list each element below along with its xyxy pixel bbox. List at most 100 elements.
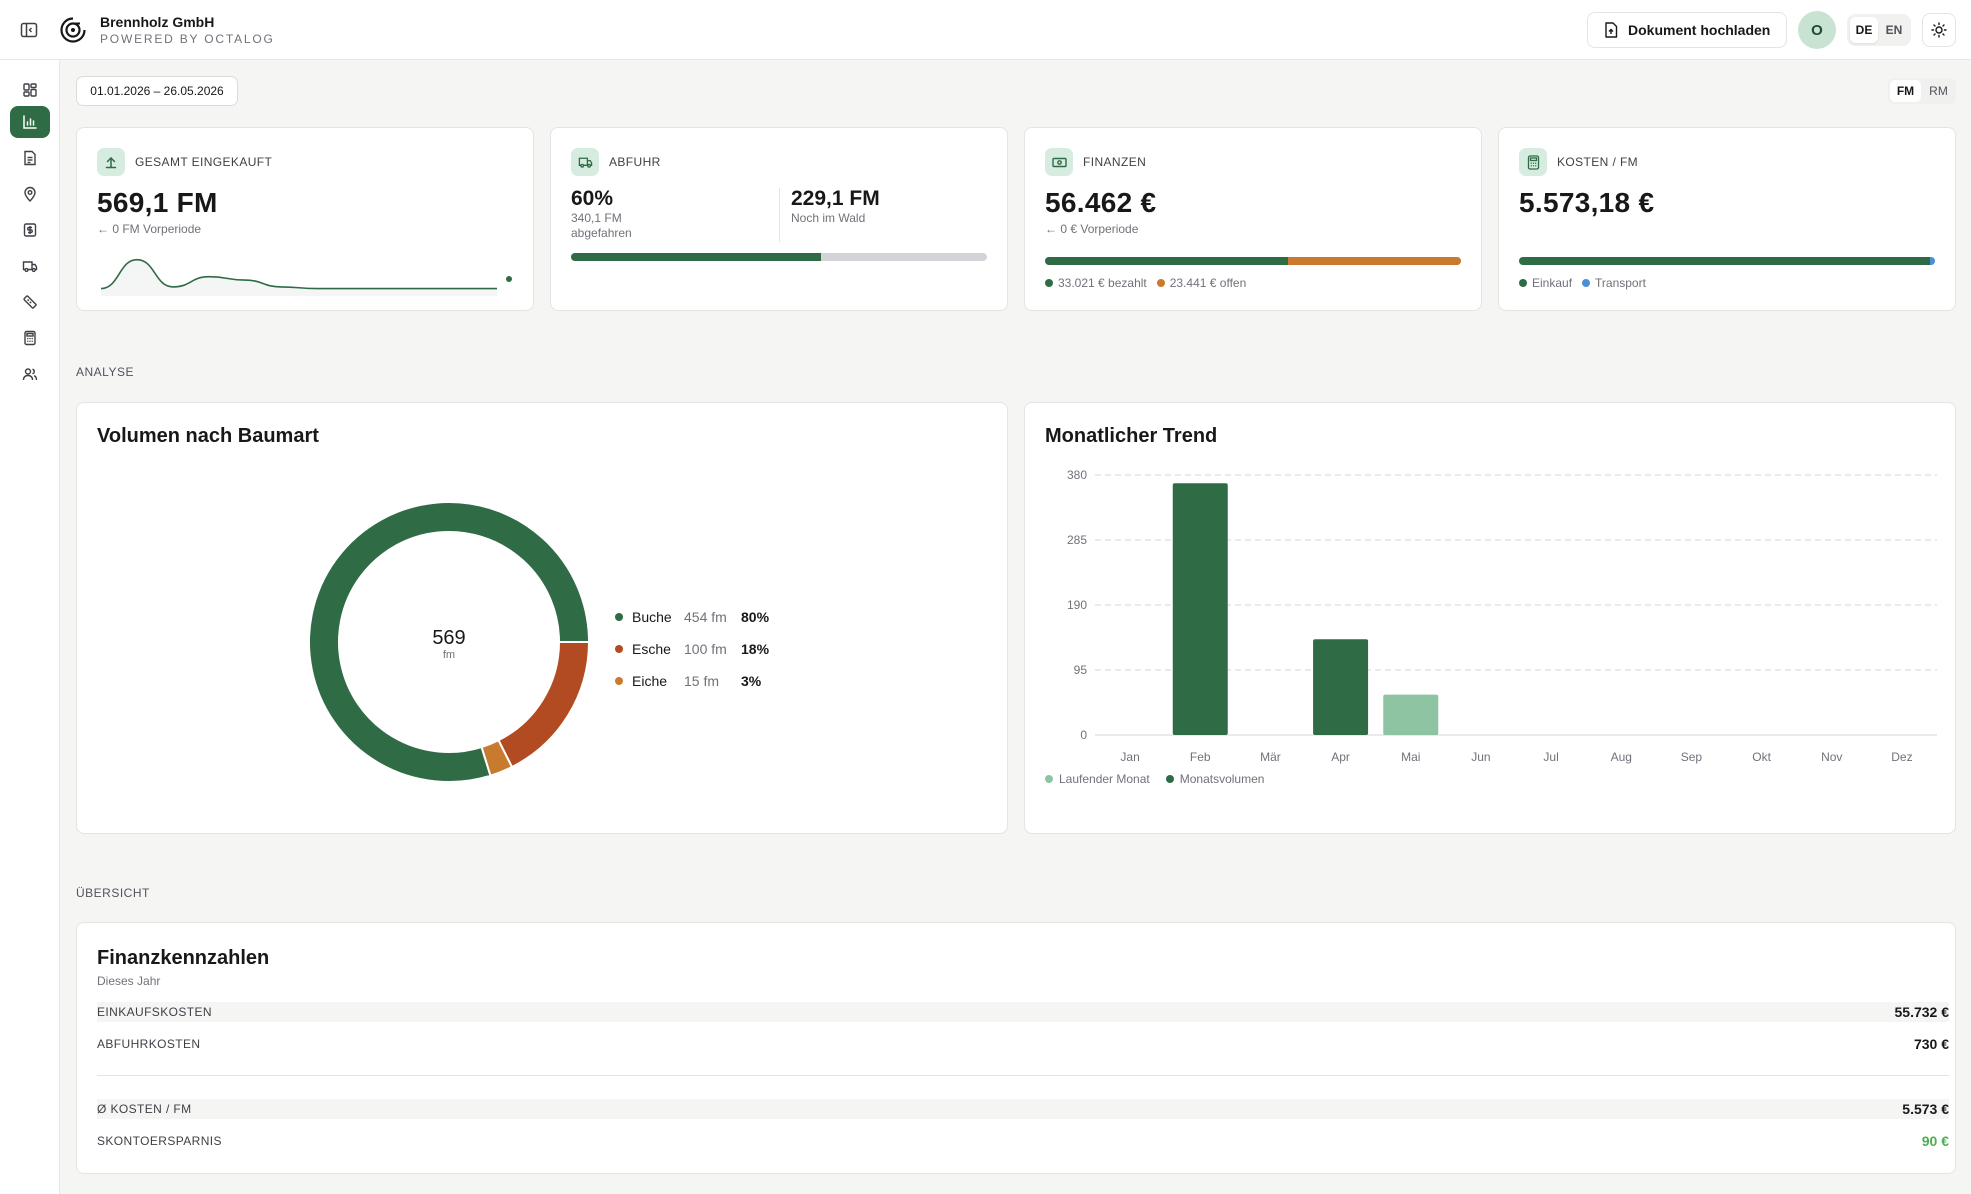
kpi-card-purchased: GESAMT EINGEKAUFT 569,1 FM ← 0 FM Vorper… — [76, 127, 534, 311]
nav-documents[interactable] — [10, 142, 50, 174]
legend-dot — [615, 677, 623, 685]
user-avatar[interactable]: O — [1798, 11, 1836, 49]
y-tick-label: 380 — [1067, 468, 1087, 482]
card-title: Monatlicher Trend — [1045, 425, 1218, 447]
users-icon — [22, 368, 38, 381]
y-tick-label: 95 — [1074, 663, 1088, 677]
finance-row-label: SKONTOERSPARNIS — [97, 1134, 222, 1148]
legend-dot-paid — [1045, 279, 1053, 287]
x-tick-label: Nov — [1821, 750, 1842, 764]
payment-legend: 33.021 € bezahlt 23.441 € offen — [1045, 276, 1246, 290]
nav-analytics[interactable] — [10, 106, 50, 138]
removal-progress-fill — [571, 253, 821, 261]
document-icon — [24, 150, 36, 166]
species-name: Esche — [632, 641, 671, 657]
nav-transport[interactable] — [10, 250, 50, 282]
ruler-icon — [23, 295, 37, 309]
species-legend: Buche 454 fm 80% Esche 100 fm 18% Eiche … — [615, 601, 769, 697]
kpi-card-finance: FINANZEN 56.462 € ← 0 € Vorperiode 33.02… — [1024, 127, 1482, 311]
legend-monthly-volume: Monatsvolumen — [1179, 772, 1265, 786]
kpi-card-cost-per-fm: KOSTEN / FM 5.573,18 € Einkauf Transport — [1498, 127, 1956, 311]
finance-row: SKONTOERSPARNIS 90 € — [97, 1131, 1949, 1151]
donut-total: 569 — [432, 627, 466, 649]
sidebar-toggle-icon[interactable] — [18, 19, 40, 41]
octalog-logo-icon — [58, 15, 88, 45]
divider — [779, 188, 780, 242]
nav-calculator[interactable] — [10, 322, 50, 354]
sparkline-area — [101, 259, 497, 296]
kpi-title: KOSTEN / FM — [1557, 155, 1639, 169]
x-tick-label: Jul — [1543, 750, 1558, 764]
nav-users[interactable] — [10, 358, 50, 390]
x-tick-label: Mär — [1260, 750, 1281, 764]
x-tick-label: Aug — [1611, 750, 1632, 764]
species-volume: 15 fm — [684, 673, 720, 689]
donut-slice-buche[interactable] — [308, 501, 591, 783]
finance-row-value: 90 € — [1921, 1133, 1949, 1149]
species-volume: 100 fm — [684, 641, 727, 657]
theme-toggle-button[interactable] — [1922, 13, 1956, 47]
legend-dot-einkauf — [1519, 279, 1527, 287]
upload-document-button[interactable]: Dokument hochladen — [1587, 12, 1787, 48]
kpi-title: FINANZEN — [1083, 155, 1147, 169]
upload-arrow-icon — [97, 148, 125, 176]
legend-dot-open — [1156, 279, 1165, 287]
legend-dot-volume — [1165, 775, 1174, 783]
kpi-value: 56.462 € — [1045, 187, 1157, 218]
map-pin-icon — [24, 186, 36, 202]
donut-slice-eiche[interactable] — [480, 738, 514, 777]
bar-mai[interactable] — [1383, 694, 1439, 735]
y-tick-label: 0 — [1080, 728, 1087, 742]
legend-dot — [615, 613, 623, 621]
sparkline-line — [100, 258, 498, 290]
species-percent: 18% — [741, 641, 770, 657]
x-tick-label: Okt — [1752, 750, 1771, 764]
card-subtitle: Dieses Jahr — [97, 974, 161, 988]
species-donut-chart — [308, 501, 591, 783]
species-name: Buche — [632, 609, 672, 625]
card-title: Volumen nach Baumart — [97, 425, 319, 447]
lang-de-button[interactable]: DE — [1850, 17, 1878, 43]
date-range-picker[interactable]: 01.01.2026 – 26.05.2026 — [76, 76, 238, 106]
legend-current-month: Laufender Monat — [1059, 772, 1150, 786]
finance-row-value: 5.573 € — [1902, 1101, 1949, 1117]
einkauf-segment — [1519, 257, 1930, 265]
nav-finance[interactable] — [10, 214, 50, 246]
bar-feb[interactable] — [1172, 483, 1228, 735]
open-label: 23.441 € offen — [1169, 276, 1247, 290]
x-tick-label: Jan — [1120, 750, 1139, 764]
unit-rm-button[interactable]: RM — [1929, 84, 1948, 98]
species-volume: 454 fm — [684, 609, 727, 625]
section-label-analyse: ANALYSE — [76, 365, 134, 379]
species-percent: 3% — [741, 673, 762, 689]
section-label-uebersicht: ÜBERSICHT — [76, 886, 150, 900]
x-tick-label: Sep — [1681, 750, 1703, 764]
lang-en-button[interactable]: EN — [1885, 23, 1903, 37]
unit-fm-button[interactable]: FM — [1890, 80, 1921, 102]
kpi-previous-period: ← 0 FM Vorperiode — [97, 222, 202, 236]
payment-status-bar — [1045, 257, 1461, 265]
finance-row-value: 55.732 € — [1894, 1004, 1950, 1020]
dollar-icon — [23, 223, 37, 237]
nav-dashboard[interactable] — [10, 74, 50, 106]
calculator-icon — [24, 330, 36, 346]
nav-locations[interactable] — [10, 178, 50, 210]
legend-dot — [615, 645, 623, 653]
kpi-card-removal: ABFUHR 60% 340,1 FM abgefahren 229,1 FM … — [550, 127, 1008, 311]
finance-metrics-card: Finanzkennzahlen Dieses Jahr EINKAUFSKOS… — [76, 922, 1956, 1174]
card-title: Finanzkennzahlen — [97, 947, 270, 969]
unit-toggle: FM RM — [1888, 78, 1956, 104]
kpi-title: GESAMT EINGEKAUFT — [135, 155, 273, 169]
truck-icon — [571, 148, 599, 176]
bar-chart-icon — [23, 115, 37, 129]
company-name: Brennholz GmbH — [100, 14, 215, 30]
legend-item: Buche 454 fm 80% — [615, 601, 769, 633]
finance-row: Ø KOSTEN / FM 5.573 € — [97, 1099, 1949, 1119]
nav-measurement[interactable] — [10, 286, 50, 318]
transport-label: Transport — [1595, 276, 1646, 290]
divider — [97, 1075, 1949, 1076]
sparkline-endpoint — [506, 276, 512, 282]
legend-item: Esche 100 fm 18% — [615, 633, 769, 665]
bar-apr[interactable] — [1313, 639, 1369, 735]
x-tick-label: Mai — [1401, 750, 1420, 764]
